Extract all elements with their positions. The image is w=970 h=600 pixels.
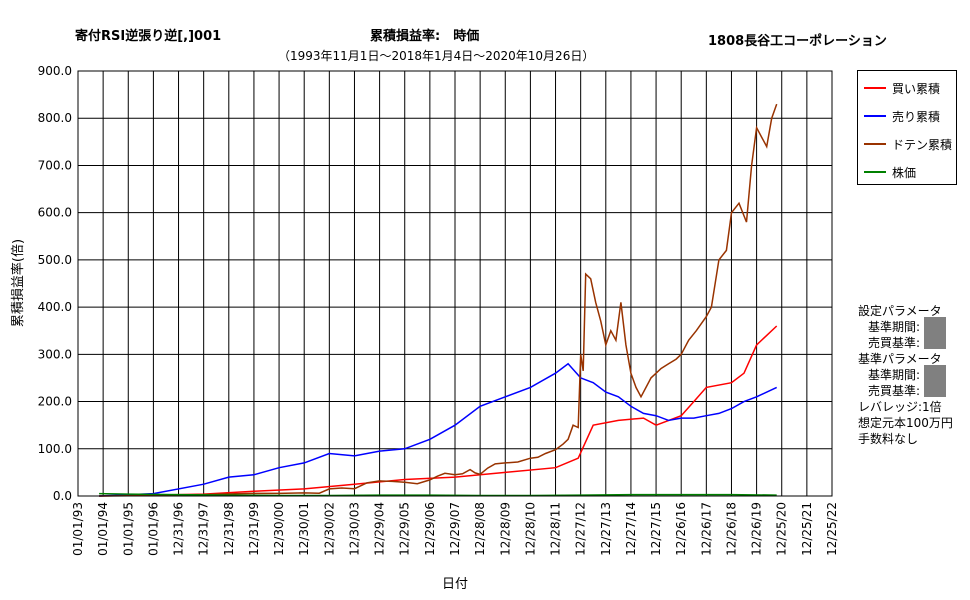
- series-line-ドテン累積: [99, 103, 778, 497]
- x-tick-label: 12/28/11: [549, 502, 563, 556]
- y-tick-label: 400.0: [38, 300, 72, 314]
- x-tick-label: 12/31/99: [247, 502, 261, 556]
- legend-swatch: [864, 143, 886, 145]
- x-tick-label: 12/27/14: [624, 502, 638, 556]
- x-tick-label: 01/01/96: [146, 502, 160, 556]
- legend-label: 買い累積: [892, 82, 941, 96]
- y-tick-label: 800.0: [38, 111, 72, 125]
- x-tick-label: 12/26/19: [750, 502, 764, 556]
- chart-title-left: 寄付RSI逆張り逆[,]001: [75, 29, 222, 44]
- x-tick-label: 12/25/21: [800, 502, 814, 556]
- series-lines: [99, 103, 778, 497]
- x-axis-label: 日付: [442, 577, 468, 592]
- base-param-header: 基準パラメータ: [858, 352, 942, 366]
- legend-label: ドテン累積: [892, 138, 953, 152]
- x-tick-label: 12/31/96: [172, 502, 186, 556]
- series-line-売り累積: [99, 362, 778, 497]
- legend-label: 株価: [892, 166, 917, 180]
- redacted-value: [924, 317, 946, 349]
- x-tick-label: 12/30/00: [272, 502, 286, 556]
- x-tick-label: 12/31/97: [197, 502, 211, 556]
- y-tick-label: 100.0: [38, 442, 72, 456]
- x-tick-label: 12/31/98: [222, 502, 236, 556]
- x-tick-label: 12/26/17: [699, 502, 713, 556]
- x-tick-label: 12/26/18: [724, 502, 738, 556]
- plot-frame: [77, 70, 833, 497]
- chart-title-right: 1808長谷工コーポレーション: [708, 34, 887, 49]
- x-tick-label: 12/28/10: [523, 502, 537, 556]
- grid-lines: [77, 70, 833, 497]
- x-tick-label: 12/27/15: [649, 502, 663, 556]
- x-tick-label: 12/25/20: [775, 502, 789, 556]
- setting-param-header: 設定パラメータ: [858, 304, 942, 318]
- x-tick-labels: 01/01/93 01/01/94 01/01/95 01/01/96 12/31/96…: [71, 502, 839, 556]
- x-tick-label: 01/01/94: [96, 502, 110, 556]
- x-tick-label: 12/25/22: [825, 502, 839, 556]
- x-tick-label: 12/29/06: [423, 502, 437, 556]
- y-tick-label: 600.0: [38, 206, 72, 220]
- legend-swatch: [864, 115, 886, 117]
- x-tick-label: 12/29/05: [398, 502, 412, 556]
- x-tick-label: 01/01/93: [71, 502, 85, 556]
- y-tick-label: 900.0: [38, 64, 72, 78]
- setting-criterion: 売買基準:: [868, 336, 921, 350]
- y-axis-label: 累積損益率(倍): [10, 239, 26, 327]
- base-criterion: 売買基準:: [868, 384, 921, 398]
- y-tick-label: 0.0: [53, 489, 72, 503]
- legend-label: 売り累積: [892, 110, 941, 124]
- setting-period: 基準期間:: [858, 317, 953, 349]
- x-tick-label: 12/30/01: [297, 502, 311, 556]
- legend: 買い累積売り累積ドテン累積株価: [857, 70, 957, 185]
- parameter-panel: 設定パラメータ 基準期間: 売買基準: 基準パラメータ 基準期間: 売買基準: …: [858, 303, 953, 447]
- x-tick-label: 12/26/16: [674, 502, 688, 556]
- legend-swatch: [864, 87, 886, 89]
- y-tick-label: 500.0: [38, 253, 72, 267]
- base-period: 基準期間:: [858, 365, 953, 397]
- y-tick-label: 300.0: [38, 347, 72, 361]
- y-tick-labels: 0.0 100.0 200.0 300.0 400.0 500.0 600.0 700.0 80…: [38, 64, 72, 503]
- chart-title-center: 累積損益率: 時価: [370, 29, 480, 44]
- capital-text: 想定元本100万円: [858, 416, 953, 430]
- x-tick-label: 12/29/07: [448, 502, 462, 556]
- x-tick-label: 12/28/08: [473, 502, 487, 556]
- y-tick-label: 700.0: [38, 158, 72, 172]
- x-tick-label: 12/30/02: [322, 502, 336, 556]
- series-line-株価: [99, 492, 777, 497]
- y-tick-label: 200.0: [38, 395, 72, 409]
- x-tick-label: 12/28/09: [498, 502, 512, 556]
- legend-swatch: [864, 171, 886, 173]
- x-tick-label: 01/01/95: [121, 502, 135, 556]
- fee-text: 手数料なし: [858, 432, 919, 446]
- redacted-value: [924, 365, 946, 397]
- leverage-text: レバレッジ:1倍: [858, 400, 942, 414]
- x-tick-label: 12/27/12: [574, 502, 588, 556]
- chart-subtitle: （1993年11月1日～2018年1月4日～2020年10月26日）: [278, 49, 595, 63]
- x-tick-label: 12/30/03: [347, 502, 361, 556]
- series-line-買い累積: [99, 325, 778, 497]
- x-tick-label: 12/29/04: [373, 502, 387, 556]
- x-tick-label: 12/27/13: [599, 502, 613, 556]
